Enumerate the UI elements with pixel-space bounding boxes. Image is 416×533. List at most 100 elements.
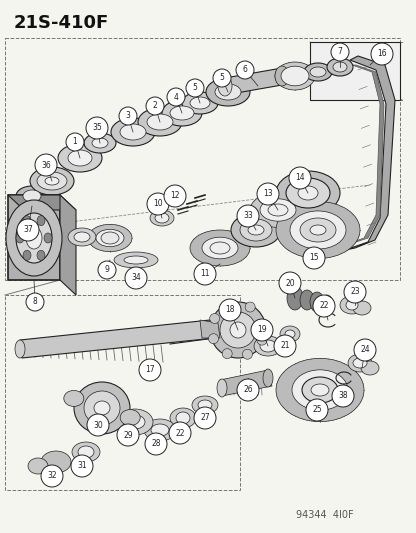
Ellipse shape [298, 186, 318, 200]
Text: 32: 32 [47, 472, 57, 481]
Text: 17: 17 [145, 366, 155, 375]
Circle shape [213, 69, 231, 87]
Polygon shape [347, 65, 384, 244]
Ellipse shape [353, 301, 371, 315]
Ellipse shape [120, 409, 140, 425]
Ellipse shape [151, 424, 169, 436]
Ellipse shape [74, 382, 130, 434]
Ellipse shape [276, 201, 360, 259]
Ellipse shape [260, 199, 296, 221]
Ellipse shape [78, 446, 94, 458]
Circle shape [257, 183, 279, 205]
Ellipse shape [311, 384, 329, 396]
Circle shape [26, 293, 44, 311]
Ellipse shape [15, 340, 25, 358]
Text: 21S-410F: 21S-410F [14, 14, 109, 32]
Text: 21: 21 [280, 342, 290, 351]
Ellipse shape [310, 225, 326, 235]
Ellipse shape [114, 252, 158, 268]
Ellipse shape [310, 292, 324, 312]
Circle shape [119, 107, 137, 125]
Circle shape [274, 335, 296, 357]
Ellipse shape [41, 451, 71, 473]
Ellipse shape [64, 391, 84, 407]
Polygon shape [200, 320, 220, 338]
Circle shape [167, 88, 185, 106]
Circle shape [194, 407, 216, 429]
Circle shape [147, 193, 169, 215]
Ellipse shape [348, 354, 372, 372]
Text: 25: 25 [312, 406, 322, 415]
Circle shape [236, 61, 254, 79]
Ellipse shape [23, 216, 31, 225]
Ellipse shape [72, 442, 100, 462]
Text: 22: 22 [319, 302, 329, 311]
Circle shape [194, 263, 216, 285]
Text: 94344  4I0F: 94344 4I0F [296, 510, 354, 520]
Ellipse shape [170, 106, 194, 120]
Text: 20: 20 [285, 279, 295, 287]
Ellipse shape [120, 124, 146, 140]
Ellipse shape [215, 84, 241, 100]
Text: 2: 2 [153, 101, 157, 110]
Text: 12: 12 [170, 191, 180, 200]
Text: 27: 27 [200, 414, 210, 423]
Circle shape [146, 97, 164, 115]
Ellipse shape [147, 114, 173, 130]
Text: 15: 15 [309, 254, 319, 262]
Ellipse shape [190, 230, 250, 266]
Ellipse shape [28, 458, 48, 474]
Circle shape [71, 455, 93, 477]
Ellipse shape [210, 302, 266, 358]
Circle shape [117, 424, 139, 446]
Ellipse shape [302, 377, 338, 403]
Text: 14: 14 [295, 174, 305, 182]
Polygon shape [8, 195, 60, 280]
Ellipse shape [84, 133, 116, 153]
Ellipse shape [117, 409, 153, 435]
Ellipse shape [144, 419, 176, 441]
Ellipse shape [44, 233, 52, 243]
Text: 24: 24 [360, 345, 370, 354]
Ellipse shape [84, 391, 120, 425]
Ellipse shape [23, 190, 41, 202]
Text: 38: 38 [338, 392, 348, 400]
Ellipse shape [222, 349, 232, 359]
Ellipse shape [217, 379, 227, 397]
Polygon shape [8, 195, 76, 210]
Ellipse shape [218, 76, 232, 96]
Text: 6: 6 [243, 66, 248, 75]
Ellipse shape [58, 144, 102, 172]
Text: 30: 30 [93, 421, 103, 430]
Ellipse shape [182, 92, 218, 114]
Circle shape [279, 272, 301, 294]
Text: 5: 5 [193, 84, 198, 93]
Polygon shape [225, 68, 282, 95]
Text: 3: 3 [126, 111, 131, 120]
Ellipse shape [280, 326, 300, 342]
Ellipse shape [210, 242, 230, 254]
Circle shape [306, 399, 328, 421]
Circle shape [17, 219, 39, 241]
Ellipse shape [276, 358, 364, 422]
Ellipse shape [208, 334, 218, 344]
Ellipse shape [111, 118, 155, 146]
Ellipse shape [170, 408, 196, 428]
Ellipse shape [26, 227, 42, 249]
Ellipse shape [276, 171, 340, 215]
Circle shape [169, 422, 191, 444]
Ellipse shape [275, 66, 289, 86]
Circle shape [145, 433, 167, 455]
Circle shape [139, 359, 161, 381]
Ellipse shape [340, 296, 364, 314]
Ellipse shape [243, 349, 253, 359]
Ellipse shape [37, 251, 45, 260]
Ellipse shape [321, 295, 333, 313]
Text: 22: 22 [175, 429, 185, 438]
Ellipse shape [74, 232, 90, 242]
Ellipse shape [230, 322, 246, 338]
Ellipse shape [124, 256, 148, 264]
Ellipse shape [198, 400, 212, 410]
Ellipse shape [68, 228, 96, 246]
Circle shape [237, 379, 259, 401]
